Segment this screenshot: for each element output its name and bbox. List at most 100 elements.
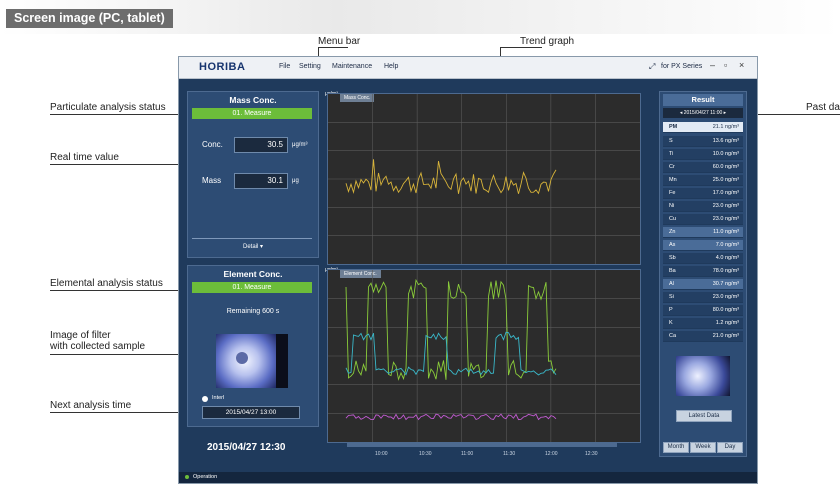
callout-filter-image: Image of filter with collected sample [50,330,146,352]
element-chart-tab[interactable]: Element Conc. [340,270,381,278]
result-element: As [669,242,676,248]
window-info: for PX Series [661,63,703,70]
menu-setting[interactable]: Setting [299,63,321,70]
menu-bar: HORIBA File Setting Maintenance Help ⤢ f… [179,57,757,79]
time-label: 12:30 [585,451,598,457]
result-element: Ca [669,333,677,339]
conc-unit: μg/m³ [292,142,308,148]
result-row[interactable]: S 13.6 ng/m³ [663,136,743,147]
next-arrow-icon[interactable]: ▸ [722,110,727,116]
element-panel: Element Conc. 01. Measure Remaining 600 … [187,265,319,427]
result-row[interactable]: As 7.0 ng/m³ [663,240,743,251]
mass-panel-title: Mass Conc. [229,95,277,105]
result-title: Result [663,94,743,106]
week-button[interactable]: Week [690,442,716,453]
result-row[interactable]: Ti 10.0 ng/m³ [663,149,743,160]
status-bar-text: Operation [193,474,218,480]
callout-elemental-status: Elemental analysis status [50,278,163,289]
conc-value: 30.5 [234,137,288,153]
result-filter-image [676,356,730,396]
result-element: P [669,307,673,313]
result-row[interactable]: Ba 78.0 ng/m³ [663,266,743,277]
result-value: 1.2 ng/m³ [715,320,739,326]
callout-line [50,164,190,165]
status-bar: Operation [179,472,757,483]
result-element: Ni [669,203,675,209]
result-row-pm[interactable]: PM 21.1 ng/m³ [663,122,743,133]
element-status-badge: 01. Measure [192,282,312,293]
result-row[interactable]: Cr 60.0 ng/m³ [663,162,743,173]
latest-data-button[interactable]: Latest Data [676,410,732,422]
time-label: 10:00 [375,451,388,457]
result-row[interactable]: Si 23.0 ng/m³ [663,292,743,303]
element-panel-title: Element Conc. [223,269,283,279]
prev-arrow-icon[interactable]: ◂ [679,110,684,116]
result-row[interactable]: Ni 23.0 ng/m³ [663,201,743,212]
result-value: 7.0 ng/m³ [715,242,739,248]
detail-divider [192,238,312,239]
result-value: 17.0 ng/m³ [712,190,739,196]
menu-help[interactable]: Help [384,63,399,70]
filter-spot [236,352,248,364]
callout-line [500,47,542,48]
maximize-icon[interactable]: ▫ [724,60,728,70]
result-row[interactable]: Ca 21.0 ng/m³ [663,331,743,342]
callout-line [50,412,200,413]
result-row[interactable]: P 80.0 ng/m³ [663,305,743,316]
result-element: Cr [669,164,675,170]
result-element: S [669,138,673,144]
result-row[interactable]: Sb 4.0 ng/m³ [663,253,743,264]
callout-next-time: Next analysis time [50,400,132,411]
result-row[interactable]: Zn 11.0 ng/m³ [663,227,743,238]
result-value: 80.0 ng/m³ [712,307,739,313]
result-value: 23.0 ng/m³ [712,216,739,222]
day-button[interactable]: Day [717,442,743,453]
result-row[interactable]: K 1.2 ng/m³ [663,318,743,329]
callout-real-time-value: Real time value [50,152,119,163]
connection-icon: ⤢ [649,62,656,71]
result-row[interactable]: Fe 17.0 ng/m³ [663,188,743,199]
result-value: 30.7 ng/m³ [712,281,739,287]
next-time-value: 2015/04/27 13:00 [202,406,300,419]
callout-line [750,114,840,115]
result-row[interactable]: Mn 25.0 ng/m³ [663,175,743,186]
result-date: 2015/04/27 11:00 [683,110,723,116]
result-element: Mn [669,177,677,183]
callout-particulate-status: Particulate analysis status [50,102,166,113]
result-panel: Result ◂ 2015/04/27 11:00 ▸ PM 21.1 ng/m… [659,91,747,457]
banner: Screen image (PC, tablet) [0,0,840,34]
next-time-label: Interl [212,395,225,401]
horiba-logo: HORIBA [199,61,246,73]
result-value: 21.1 ng/m³ [712,124,739,130]
result-value: 4.0 ng/m³ [715,255,739,261]
result-value: 23.0 ng/m³ [712,294,739,300]
result-row[interactable]: Al 30.7 ng/m³ [663,279,743,290]
result-element: Cu [669,216,677,222]
detail-button[interactable]: Detail ▾ [242,244,264,250]
close-icon[interactable]: × [739,60,745,70]
mass-chart-tab[interactable]: Mass Conc. [340,94,375,102]
result-row[interactable]: Cu 23.0 ng/m³ [663,214,743,225]
result-element: Fe [669,190,676,196]
mass-unit: μg [292,178,299,184]
filter-image [216,334,288,388]
next-time-radio[interactable] [202,396,208,402]
result-value: 60.0 ng/m³ [712,164,739,170]
result-element: Al [669,281,674,287]
result-element: PM [669,124,678,130]
result-value: 10.0 ng/m³ [712,151,739,157]
time-label: 10:30 [419,451,432,457]
element-trend-line-purple [345,413,557,421]
month-button[interactable]: Month [663,442,689,453]
app-window: HORIBA File Setting Maintenance Help ⤢ f… [178,56,758,484]
minimize-icon[interactable]: – [710,60,716,70]
result-date-nav[interactable]: ◂ 2015/04/27 11:00 ▸ [663,108,743,118]
callout-past-data: Past da [806,102,840,113]
time-label: 11:00 [461,451,474,457]
menu-file[interactable]: File [279,63,291,70]
menu-maintenance[interactable]: Maintenance [332,63,373,70]
callout-menu-bar: Menu bar [318,36,361,47]
time-scrollbar[interactable] [347,443,617,447]
element-trend-line-cyan [345,331,557,376]
current-datetime: 2015/04/27 12:30 [207,442,286,453]
